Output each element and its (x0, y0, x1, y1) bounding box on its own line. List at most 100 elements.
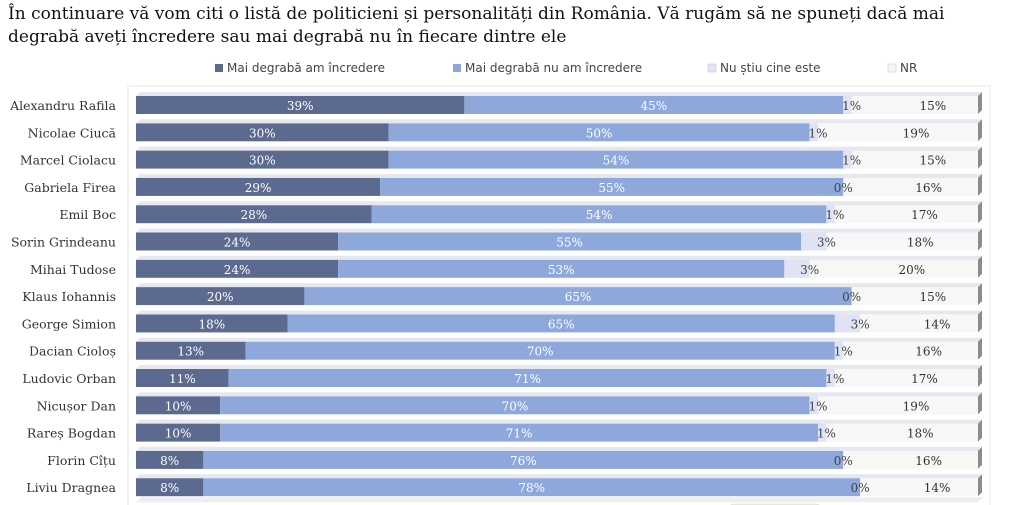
category-label-8: Klaus Iohannis (22, 289, 116, 304)
value-label-9-3: 3% (851, 317, 870, 331)
legend-swatch-1 (215, 64, 223, 72)
value-label-9-2: 65% (548, 317, 575, 331)
value-label-1-1: 39% (287, 99, 314, 113)
category-label-10: Dacian Cioloș (29, 344, 116, 359)
bar-15-top (136, 474, 982, 479)
value-label-14-3: 0% (834, 454, 853, 468)
category-label-15: Liviu Dragnea (26, 480, 116, 495)
value-label-1-2: 45% (640, 99, 667, 113)
bar-12-segment-3 (809, 396, 819, 415)
value-label-6-3: 3% (817, 236, 836, 250)
value-label-3-2: 54% (603, 154, 630, 168)
value-label-10-1: 13% (177, 345, 204, 359)
bar-5-top (136, 201, 982, 206)
bar-2-segment-3 (809, 123, 819, 142)
value-label-7-2: 53% (548, 263, 575, 277)
bar-12-segment-1 (136, 396, 221, 415)
bar-8-segment-1 (136, 287, 305, 306)
value-label-4-3: 0% (834, 181, 853, 195)
value-label-11-4: 17% (911, 372, 938, 386)
value-label-11-1: 11% (169, 372, 196, 386)
bar-4-segment-2 (380, 177, 844, 196)
bar-13-segment-1 (136, 423, 221, 442)
category-label-1: Alexandru Rafila (9, 98, 116, 113)
bar-14-segment-1 (136, 450, 204, 469)
value-label-3-1: 30% (249, 154, 276, 168)
category-label-12: Nicușor Dan (37, 398, 116, 413)
bar-1-segment-4 (851, 96, 978, 114)
value-label-7-4: 20% (898, 263, 925, 277)
value-label-8-2: 65% (565, 290, 592, 304)
value-label-11-2: 71% (514, 372, 541, 386)
category-label-11: Ludovic Orban (22, 371, 116, 386)
value-label-14-2: 76% (510, 454, 537, 468)
category-label-14: Florin Cîțu (47, 453, 116, 468)
bar-4-segment-4 (843, 177, 978, 196)
bar-13-segment-2 (220, 423, 819, 442)
bar-14-segment-2 (203, 450, 844, 469)
value-label-6-2: 55% (556, 236, 583, 250)
value-label-4-2: 55% (598, 181, 625, 195)
bar-15-side (978, 474, 982, 497)
bar-13-top (136, 419, 982, 424)
value-label-5-2: 54% (586, 208, 613, 222)
bar-11-top (136, 365, 982, 369)
bar-14-top (136, 446, 982, 451)
bar-10-top (136, 337, 982, 342)
value-label-12-2: 70% (502, 399, 529, 413)
title-line-2: degrabă aveți încredere sau mai degrabă … (8, 27, 567, 47)
bar-7-segment-1 (136, 259, 339, 278)
bar-6-segment-2 (338, 232, 802, 251)
value-label-10-3: 1% (834, 345, 853, 359)
legend-label-2: Mai degrabă nu am încredere (465, 61, 642, 75)
bar-1-top (136, 92, 982, 96)
legend-swatch-3 (707, 63, 717, 73)
value-label-2-3: 1% (808, 126, 827, 140)
bar-8-segment-2 (304, 287, 852, 306)
value-label-15-2: 78% (518, 481, 545, 495)
bar-11-side (978, 365, 982, 387)
bar-15-segment-2 (203, 478, 861, 497)
bar-1-segment-1 (136, 96, 465, 114)
bar-2-segment-1 (136, 123, 389, 142)
bar-1-segment-3 (843, 96, 852, 114)
bar-11-segment-4 (834, 369, 978, 387)
value-label-6-4: 18% (907, 236, 934, 250)
bar-6-top (136, 228, 982, 233)
value-label-5-4: 17% (911, 208, 938, 222)
bar-12-segment-2 (220, 396, 810, 415)
value-label-9-1: 18% (198, 317, 225, 331)
bar-10-segment-3 (834, 341, 844, 360)
value-label-6-1: 24% (224, 236, 251, 250)
bar-1-segment-2 (464, 96, 844, 114)
value-label-7-1: 24% (224, 263, 251, 277)
legend-swatch-4 (887, 63, 897, 73)
bar-9-top (136, 310, 982, 315)
bar-3-top (136, 146, 982, 151)
bar-13-segment-4 (826, 423, 978, 442)
bar-11-segment-3 (826, 369, 835, 387)
bar-2-side (978, 119, 982, 142)
bar-2-segment-4 (818, 123, 978, 142)
value-label-5-1: 28% (241, 208, 268, 222)
bar-8-top (136, 283, 982, 288)
bar-11-segment-2 (228, 369, 827, 387)
title-line-1: În continuare vă vom citi o listă de pol… (8, 4, 945, 24)
category-label-6: Sorin Grindeanu (11, 235, 116, 250)
bar-2-segment-2 (388, 123, 810, 142)
value-label-15-3: 0% (851, 481, 870, 495)
bar-9-segment-3 (834, 314, 861, 333)
plot-area-border (127, 85, 991, 505)
bar-5-side (978, 201, 982, 224)
value-label-10-2: 70% (527, 345, 554, 359)
bar-4-top (136, 173, 982, 178)
value-label-11-3: 1% (825, 372, 844, 386)
bar-8-segment-4 (851, 287, 978, 306)
bar-12-side (978, 392, 982, 415)
bar-4-segment-1 (136, 177, 381, 196)
bar-6-segment-1 (136, 232, 339, 251)
bar-5-segment-2 (371, 205, 827, 224)
bar-9-segment-4 (860, 314, 978, 333)
bar-6-side (978, 228, 982, 251)
